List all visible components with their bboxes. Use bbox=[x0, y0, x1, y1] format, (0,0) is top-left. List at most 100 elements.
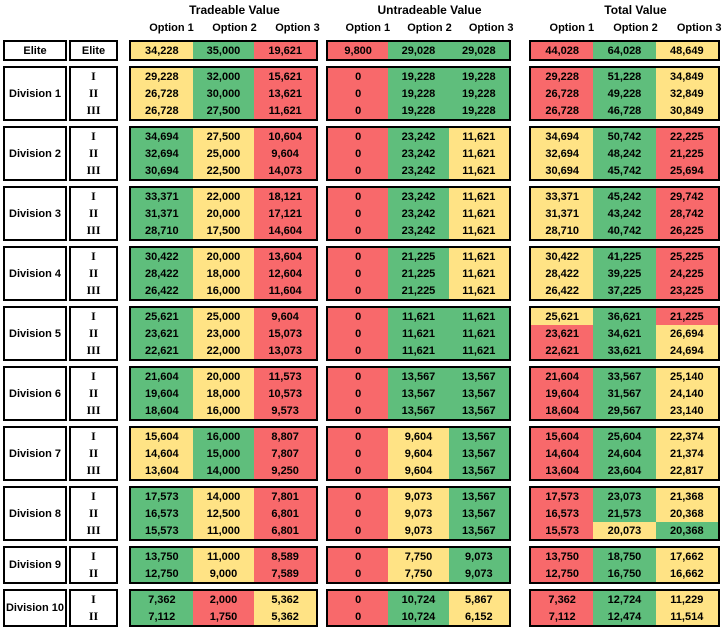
value-cell[interactable]: 15,000 bbox=[192, 445, 255, 462]
value-cell[interactable]: 0 bbox=[328, 102, 389, 119]
value-cell[interactable]: 11,621 bbox=[388, 308, 449, 325]
value-cell[interactable]: 21,604 bbox=[531, 368, 594, 385]
value-cell[interactable]: 40,742 bbox=[593, 222, 656, 239]
value-cell[interactable]: 15,573 bbox=[131, 522, 193, 539]
value-cell[interactable]: 33,371 bbox=[131, 188, 193, 205]
value-cell[interactable]: 19,604 bbox=[531, 385, 594, 402]
tier-label[interactable]: II bbox=[88, 86, 99, 100]
value-cell[interactable]: 48,242 bbox=[593, 145, 656, 162]
value-cell[interactable]: 10,724 bbox=[388, 608, 449, 625]
value-cell[interactable]: 11,621 bbox=[448, 205, 509, 222]
value-cell[interactable]: 0 bbox=[328, 145, 389, 162]
value-cell[interactable]: 26,728 bbox=[131, 102, 193, 119]
value-cell[interactable]: 12,604 bbox=[254, 265, 316, 282]
value-cell[interactable]: 29,567 bbox=[593, 402, 656, 419]
value-cell[interactable]: 11,621 bbox=[448, 342, 509, 359]
value-cell[interactable]: 13,621 bbox=[254, 85, 316, 102]
value-cell[interactable]: 32,000 bbox=[192, 68, 255, 85]
value-cell[interactable]: 48,649 bbox=[655, 42, 718, 59]
tier-label[interactable]: II bbox=[88, 146, 99, 160]
value-cell[interactable]: 17,500 bbox=[192, 222, 255, 239]
value-cell[interactable]: 9,000 bbox=[192, 565, 255, 582]
value-cell[interactable]: 23,073 bbox=[593, 488, 656, 505]
value-cell[interactable]: 14,000 bbox=[192, 488, 255, 505]
value-cell[interactable]: 8,807 bbox=[254, 428, 316, 445]
value-cell[interactable]: 51,228 bbox=[593, 68, 656, 85]
value-cell[interactable]: 23,604 bbox=[593, 462, 656, 479]
value-cell[interactable]: 9,800 bbox=[328, 42, 389, 59]
value-cell[interactable]: 34,849 bbox=[655, 68, 718, 85]
value-cell[interactable]: 22,500 bbox=[192, 162, 255, 179]
value-cell[interactable]: 44,028 bbox=[531, 42, 594, 59]
value-cell[interactable]: 13,604 bbox=[131, 462, 193, 479]
value-cell[interactable]: 27,500 bbox=[192, 128, 255, 145]
value-cell[interactable]: 17,662 bbox=[655, 548, 718, 565]
value-cell[interactable]: 24,604 bbox=[593, 445, 656, 462]
value-cell[interactable]: 26,728 bbox=[531, 102, 594, 119]
value-cell[interactable]: 16,573 bbox=[531, 505, 594, 522]
value-cell[interactable]: 30,694 bbox=[131, 162, 193, 179]
value-cell[interactable]: 1,750 bbox=[192, 608, 255, 625]
value-cell[interactable]: 7,807 bbox=[254, 445, 316, 462]
value-cell[interactable]: 34,694 bbox=[131, 128, 193, 145]
value-cell[interactable]: 21,604 bbox=[131, 368, 193, 385]
value-cell[interactable]: 8,589 bbox=[254, 548, 316, 565]
tier-label[interactable]: I bbox=[91, 249, 96, 263]
value-cell[interactable]: 14,604 bbox=[254, 222, 316, 239]
value-cell[interactable]: 7,362 bbox=[131, 591, 193, 608]
value-cell[interactable]: 19,228 bbox=[448, 85, 509, 102]
value-cell[interactable]: 45,742 bbox=[593, 162, 656, 179]
value-cell[interactable]: 31,371 bbox=[531, 205, 594, 222]
value-cell[interactable]: 9,073 bbox=[388, 505, 449, 522]
value-cell[interactable]: 13,604 bbox=[254, 248, 316, 265]
value-cell[interactable]: 25,604 bbox=[593, 428, 656, 445]
value-cell[interactable]: 10,573 bbox=[254, 385, 316, 402]
value-cell[interactable]: 28,422 bbox=[131, 265, 193, 282]
value-cell[interactable]: 26,422 bbox=[131, 282, 193, 299]
value-cell[interactable]: 6,152 bbox=[448, 608, 509, 625]
division-label[interactable]: Division 1 bbox=[3, 66, 67, 121]
value-cell[interactable]: 15,073 bbox=[254, 325, 316, 342]
value-cell[interactable]: 22,621 bbox=[131, 342, 193, 359]
value-cell[interactable]: 13,567 bbox=[448, 488, 509, 505]
value-cell[interactable]: 19,228 bbox=[388, 85, 449, 102]
value-cell[interactable]: 39,225 bbox=[593, 265, 656, 282]
value-cell[interactable]: 64,028 bbox=[593, 42, 656, 59]
value-cell[interactable]: 23,225 bbox=[655, 282, 718, 299]
value-cell[interactable]: 20,000 bbox=[192, 205, 255, 222]
value-cell[interactable]: 13,604 bbox=[531, 462, 594, 479]
tier-label[interactable]: III bbox=[86, 283, 101, 297]
value-cell[interactable]: 22,374 bbox=[655, 428, 718, 445]
value-cell[interactable]: 13,567 bbox=[448, 402, 509, 419]
value-cell[interactable]: 0 bbox=[328, 402, 389, 419]
value-cell[interactable]: 7,750 bbox=[388, 565, 449, 582]
value-cell[interactable]: 23,242 bbox=[388, 145, 449, 162]
division-label[interactable]: Division 9 bbox=[3, 546, 67, 584]
value-cell[interactable]: 21,225 bbox=[655, 308, 718, 325]
tier-label[interactable]: II bbox=[88, 326, 99, 340]
value-cell[interactable]: 20,368 bbox=[655, 522, 718, 539]
tier-label[interactable]: I bbox=[91, 129, 96, 143]
value-cell[interactable]: 50,742 bbox=[593, 128, 656, 145]
value-cell[interactable]: 9,604 bbox=[254, 308, 316, 325]
value-cell[interactable]: 22,817 bbox=[655, 462, 718, 479]
value-cell[interactable]: 15,604 bbox=[531, 428, 594, 445]
tier-label[interactable]: III bbox=[86, 463, 101, 477]
value-cell[interactable]: 23,242 bbox=[388, 128, 449, 145]
value-cell[interactable]: 30,694 bbox=[531, 162, 594, 179]
value-cell[interactable]: 30,000 bbox=[192, 85, 255, 102]
value-cell[interactable]: 13,567 bbox=[448, 368, 509, 385]
value-cell[interactable]: 12,474 bbox=[593, 608, 656, 625]
value-cell[interactable]: 28,710 bbox=[531, 222, 594, 239]
value-cell[interactable]: 36,621 bbox=[593, 308, 656, 325]
tier-label[interactable]: I bbox=[91, 369, 96, 383]
value-cell[interactable]: 19,621 bbox=[254, 42, 316, 59]
division-label[interactable]: Division 4 bbox=[3, 246, 67, 301]
value-cell[interactable]: 13,750 bbox=[531, 548, 594, 565]
value-cell[interactable]: 20,000 bbox=[192, 368, 255, 385]
division-label[interactable]: Division 5 bbox=[3, 306, 67, 361]
value-cell[interactable]: 5,362 bbox=[254, 608, 316, 625]
value-cell[interactable]: 34,621 bbox=[593, 325, 656, 342]
value-cell[interactable]: 9,604 bbox=[254, 145, 316, 162]
value-cell[interactable]: 11,621 bbox=[388, 325, 449, 342]
